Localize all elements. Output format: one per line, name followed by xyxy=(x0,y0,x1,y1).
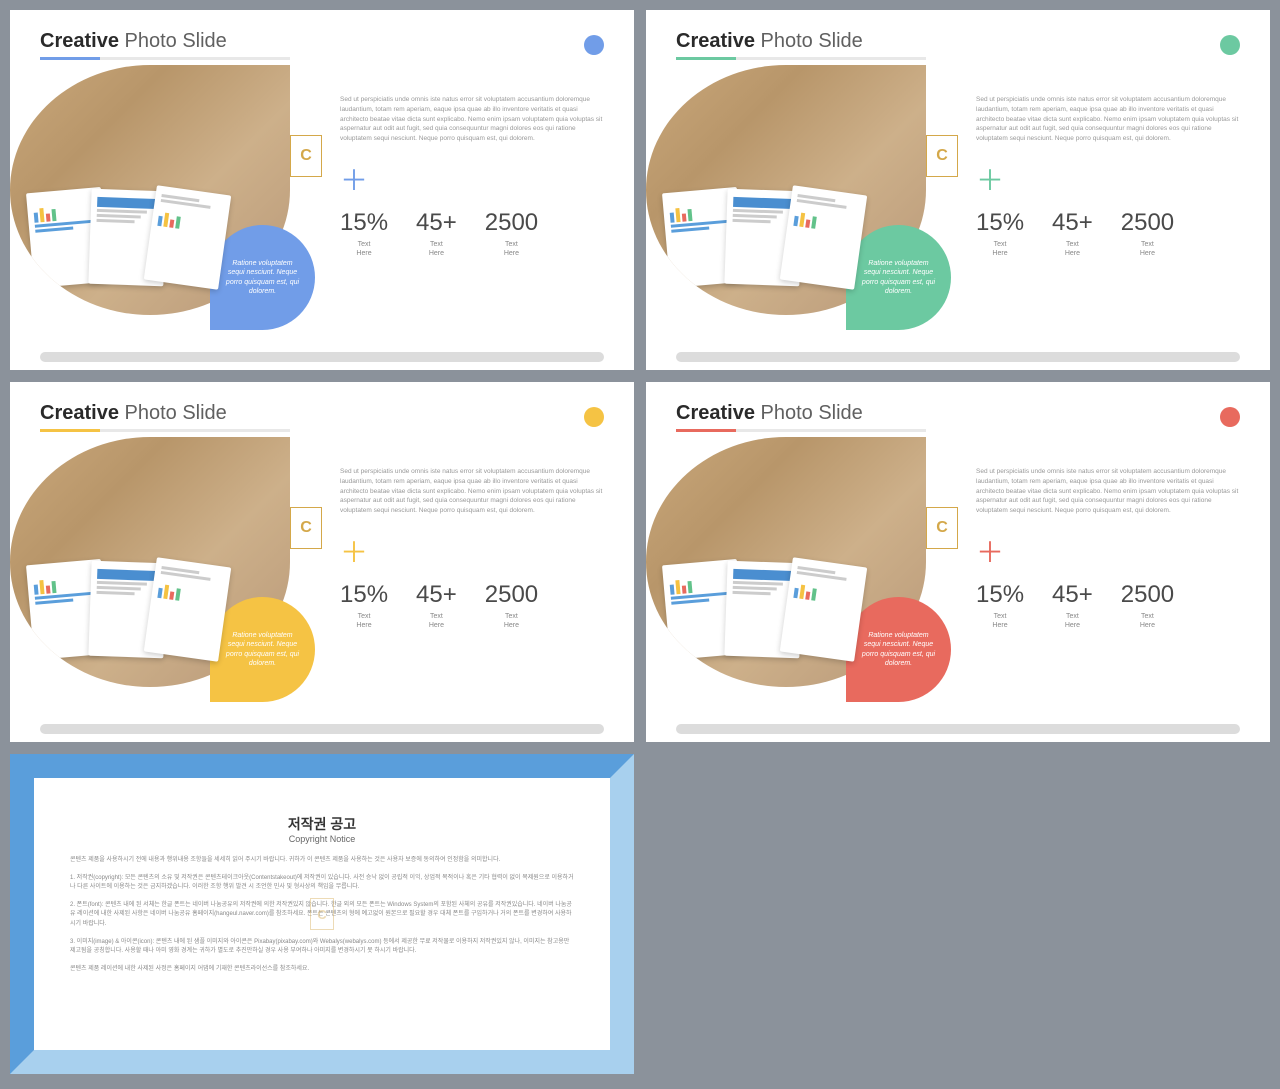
stat-value: 2500 xyxy=(485,581,538,609)
stat-label: TextHere xyxy=(976,240,1024,258)
presentation-slide: Creative Photo Slide xyxy=(646,10,1270,370)
presentation-slide: Creative Photo Slide xyxy=(646,382,1270,742)
plus-icon: ＋ xyxy=(340,159,604,199)
stat-value: 15% xyxy=(976,581,1024,609)
stat-value: 15% xyxy=(340,581,388,609)
stat-label: TextHere xyxy=(416,240,457,258)
stat-value: 2500 xyxy=(485,209,538,237)
slide-title: Creative Photo Slide xyxy=(676,402,926,425)
copyright-subtitle: Copyright Notice xyxy=(289,834,356,844)
slide-header: Creative Photo Slide xyxy=(10,382,634,437)
stat-item: 15% TextHere xyxy=(340,209,388,258)
title-underline xyxy=(676,57,926,60)
plus-icon: ＋ xyxy=(976,159,1240,199)
logo-badge: C xyxy=(290,135,322,177)
stat-label: TextHere xyxy=(1052,240,1093,258)
bottom-bar xyxy=(40,352,604,362)
slide-header: Creative Photo Slide xyxy=(646,10,1270,65)
stats-row: 15% TextHere 45+ TextHere 2500 TextHere xyxy=(340,209,604,258)
stats-row: 15% TextHere 45+ TextHere 2500 TextHere xyxy=(976,581,1240,630)
stat-value: 45+ xyxy=(1052,581,1093,609)
slide-header: Creative Photo Slide xyxy=(10,10,634,65)
body-paragraph: Sed ut perspiciatis unde omnis iste natu… xyxy=(340,467,604,516)
stat-label: TextHere xyxy=(485,612,538,630)
stat-label: TextHere xyxy=(976,612,1024,630)
callout-text: Ratione voluptatem sequi nesciunt. Neque… xyxy=(861,259,936,295)
slide-number-badge xyxy=(1220,407,1240,427)
stat-item: 2500 TextHere xyxy=(1121,209,1174,258)
title-underline xyxy=(40,57,290,60)
logo-badge: C xyxy=(290,507,322,549)
stat-item: 45+ TextHere xyxy=(1052,209,1093,258)
stat-item: 45+ TextHere xyxy=(416,581,457,630)
title-underline xyxy=(40,429,290,432)
stat-item: 2500 TextHere xyxy=(485,209,538,258)
stat-value: 15% xyxy=(340,209,388,237)
bottom-bar xyxy=(40,724,604,734)
stat-item: 2500 TextHere xyxy=(485,581,538,630)
stat-value: 45+ xyxy=(1052,209,1093,237)
stats-row: 15% TextHere 45+ TextHere 2500 TextHere xyxy=(976,209,1240,258)
stat-label: TextHere xyxy=(1052,612,1093,630)
stat-item: 2500 TextHere xyxy=(1121,581,1174,630)
callout-leaf: Ratione voluptatem sequi nesciunt. Neque… xyxy=(846,225,951,330)
callout-leaf: Ratione voluptatem sequi nesciunt. Neque… xyxy=(210,225,315,330)
bottom-bar xyxy=(676,352,1240,362)
slide-title: Creative Photo Slide xyxy=(676,30,926,53)
stat-value: 45+ xyxy=(416,581,457,609)
empty-cell xyxy=(646,754,1270,1074)
body-paragraph: Sed ut perspiciatis unde omnis iste natu… xyxy=(340,95,604,144)
stat-item: 15% TextHere xyxy=(976,581,1024,630)
stat-item: 45+ TextHere xyxy=(416,209,457,258)
stat-value: 45+ xyxy=(416,209,457,237)
stat-label: TextHere xyxy=(1121,240,1174,258)
stat-label: TextHere xyxy=(485,240,538,258)
stats-row: 15% TextHere 45+ TextHere 2500 TextHere xyxy=(340,581,604,630)
slide-grid: Creative Photo Slide xyxy=(10,10,1270,1074)
callout-text: Ratione voluptatem sequi nesciunt. Neque… xyxy=(225,631,300,667)
callout-leaf: Ratione voluptatem sequi nesciunt. Neque… xyxy=(846,597,951,702)
stat-label: TextHere xyxy=(416,612,457,630)
stat-label: TextHere xyxy=(1121,612,1174,630)
stat-label: TextHere xyxy=(340,240,388,258)
callout-text: Ratione voluptatem sequi nesciunt. Neque… xyxy=(225,259,300,295)
document-mock xyxy=(780,557,867,662)
logo-badge: C xyxy=(926,135,958,177)
copyright-slide: 저작권 공고 Copyright Notice 콘텐츠 제품을 사용하시기 전에… xyxy=(10,754,634,1074)
slide-number-badge xyxy=(1220,35,1240,55)
presentation-slide: Creative Photo Slide xyxy=(10,382,634,742)
plus-icon: ＋ xyxy=(976,531,1240,571)
logo-badge: C xyxy=(926,507,958,549)
stat-value: 15% xyxy=(976,209,1024,237)
stat-label: TextHere xyxy=(340,612,388,630)
slide-title: Creative Photo Slide xyxy=(40,30,290,53)
slide-number-badge xyxy=(584,407,604,427)
document-mock xyxy=(780,185,867,290)
slide-header: Creative Photo Slide xyxy=(646,382,1270,437)
stat-item: 15% TextHere xyxy=(340,581,388,630)
watermark-logo: C xyxy=(310,898,334,930)
slide-number-badge xyxy=(584,35,604,55)
callout-text: Ratione voluptatem sequi nesciunt. Neque… xyxy=(861,631,936,667)
stat-item: 15% TextHere xyxy=(976,209,1024,258)
callout-leaf: Ratione voluptatem sequi nesciunt. Neque… xyxy=(210,597,315,702)
plus-icon: ＋ xyxy=(340,531,604,571)
stat-value: 2500 xyxy=(1121,581,1174,609)
bottom-bar xyxy=(676,724,1240,734)
document-mock xyxy=(144,557,231,662)
slide-title: Creative Photo Slide xyxy=(40,402,290,425)
document-mock xyxy=(144,185,231,290)
body-paragraph: Sed ut perspiciatis unde omnis iste natu… xyxy=(976,467,1240,516)
title-underline xyxy=(676,429,926,432)
stat-item: 45+ TextHere xyxy=(1052,581,1093,630)
presentation-slide: Creative Photo Slide xyxy=(10,10,634,370)
copyright-title: 저작권 공고 xyxy=(288,814,356,834)
stat-value: 2500 xyxy=(1121,209,1174,237)
body-paragraph: Sed ut perspiciatis unde omnis iste natu… xyxy=(976,95,1240,144)
